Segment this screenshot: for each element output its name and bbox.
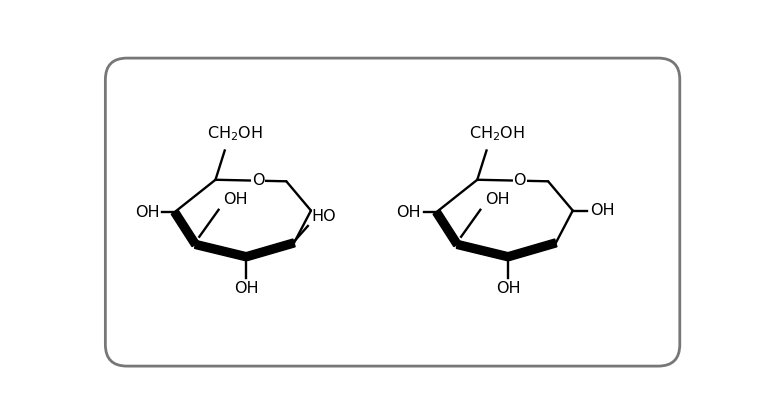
Polygon shape (195, 241, 247, 261)
Text: OH: OH (234, 281, 259, 297)
Text: CH$_2$OH: CH$_2$OH (470, 124, 525, 143)
Text: O: O (252, 173, 264, 188)
Polygon shape (433, 210, 460, 247)
Text: CH$_2$OH: CH$_2$OH (208, 124, 264, 143)
FancyBboxPatch shape (106, 58, 679, 366)
Text: OH: OH (223, 192, 247, 207)
Text: OH: OH (590, 203, 614, 218)
Text: O: O (513, 173, 526, 188)
Text: OH: OH (397, 205, 421, 220)
Text: OH: OH (496, 281, 520, 297)
Text: OH: OH (485, 192, 509, 207)
Polygon shape (172, 210, 199, 247)
Text: HO: HO (311, 210, 336, 224)
Text: OH: OH (135, 205, 159, 220)
Polygon shape (457, 241, 509, 261)
Polygon shape (507, 239, 557, 260)
Polygon shape (245, 239, 295, 260)
